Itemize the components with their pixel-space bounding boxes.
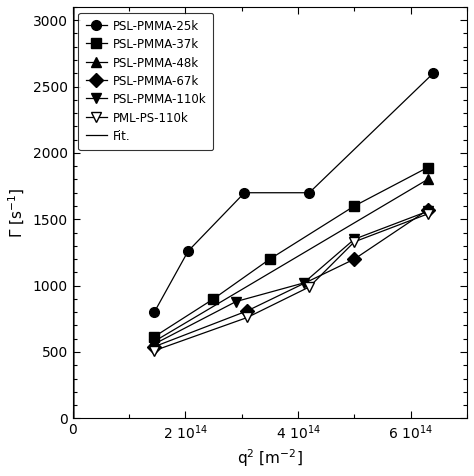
PSL-PMMA-37k [267, 256, 273, 262]
PSL-PMMA-67k [425, 207, 430, 213]
PSL-PMMA-110k [301, 280, 307, 286]
Line: PSL-PMMA-110k: PSL-PMMA-110k [149, 207, 432, 349]
Y-axis label: $\Gamma$ [s$^{-1}$]: $\Gamma$ [s$^{-1}$] [7, 188, 27, 238]
PSL-PMMA-48k [152, 338, 157, 344]
Line: PSL-PMMA-37k: PSL-PMMA-37k [149, 163, 432, 342]
PSL-PMMA-37k [425, 165, 430, 170]
PSL-PMMA-67k [152, 344, 157, 349]
Legend: PSL-PMMA-25k, PSL-PMMA-37k, PSL-PMMA-48k, PSL-PMMA-67k, PSL-PMMA-110k, PML-PS-11: PSL-PMMA-25k, PSL-PMMA-37k, PSL-PMMA-48k… [79, 13, 213, 150]
PSL-PMMA-110k [352, 236, 357, 242]
PSL-PMMA-37k [352, 203, 357, 209]
PML-PS-110k [152, 348, 157, 354]
PML-PS-110k [352, 239, 357, 245]
PSL-PMMA-25k [242, 190, 247, 196]
PSL-PMMA-110k [233, 299, 239, 305]
X-axis label: q$^2$ [m$^{-2}$]: q$^2$ [m$^{-2}$] [237, 447, 303, 469]
Line: PSL-PMMA-25k: PSL-PMMA-25k [149, 69, 438, 317]
PSL-PMMA-37k [152, 334, 157, 339]
PSL-PMMA-25k [306, 190, 312, 196]
Line: PSL-PMMA-67k: PSL-PMMA-67k [149, 205, 432, 352]
PSL-PMMA-25k [152, 309, 157, 315]
Line: PML-PS-110k: PML-PS-110k [149, 209, 432, 356]
PML-PS-110k [245, 315, 250, 320]
PSL-PMMA-110k [152, 341, 157, 347]
Line: PSL-PMMA-48k: PSL-PMMA-48k [149, 175, 432, 346]
PSL-PMMA-48k [425, 177, 430, 182]
PSL-PMMA-25k [430, 70, 436, 76]
PSL-PMMA-25k [185, 248, 191, 254]
PSL-PMMA-110k [425, 208, 430, 214]
PML-PS-110k [306, 284, 312, 290]
PSL-PMMA-67k [352, 256, 357, 262]
PSL-PMMA-67k [245, 308, 250, 314]
PML-PS-110k [425, 211, 430, 217]
PSL-PMMA-37k [210, 296, 216, 302]
